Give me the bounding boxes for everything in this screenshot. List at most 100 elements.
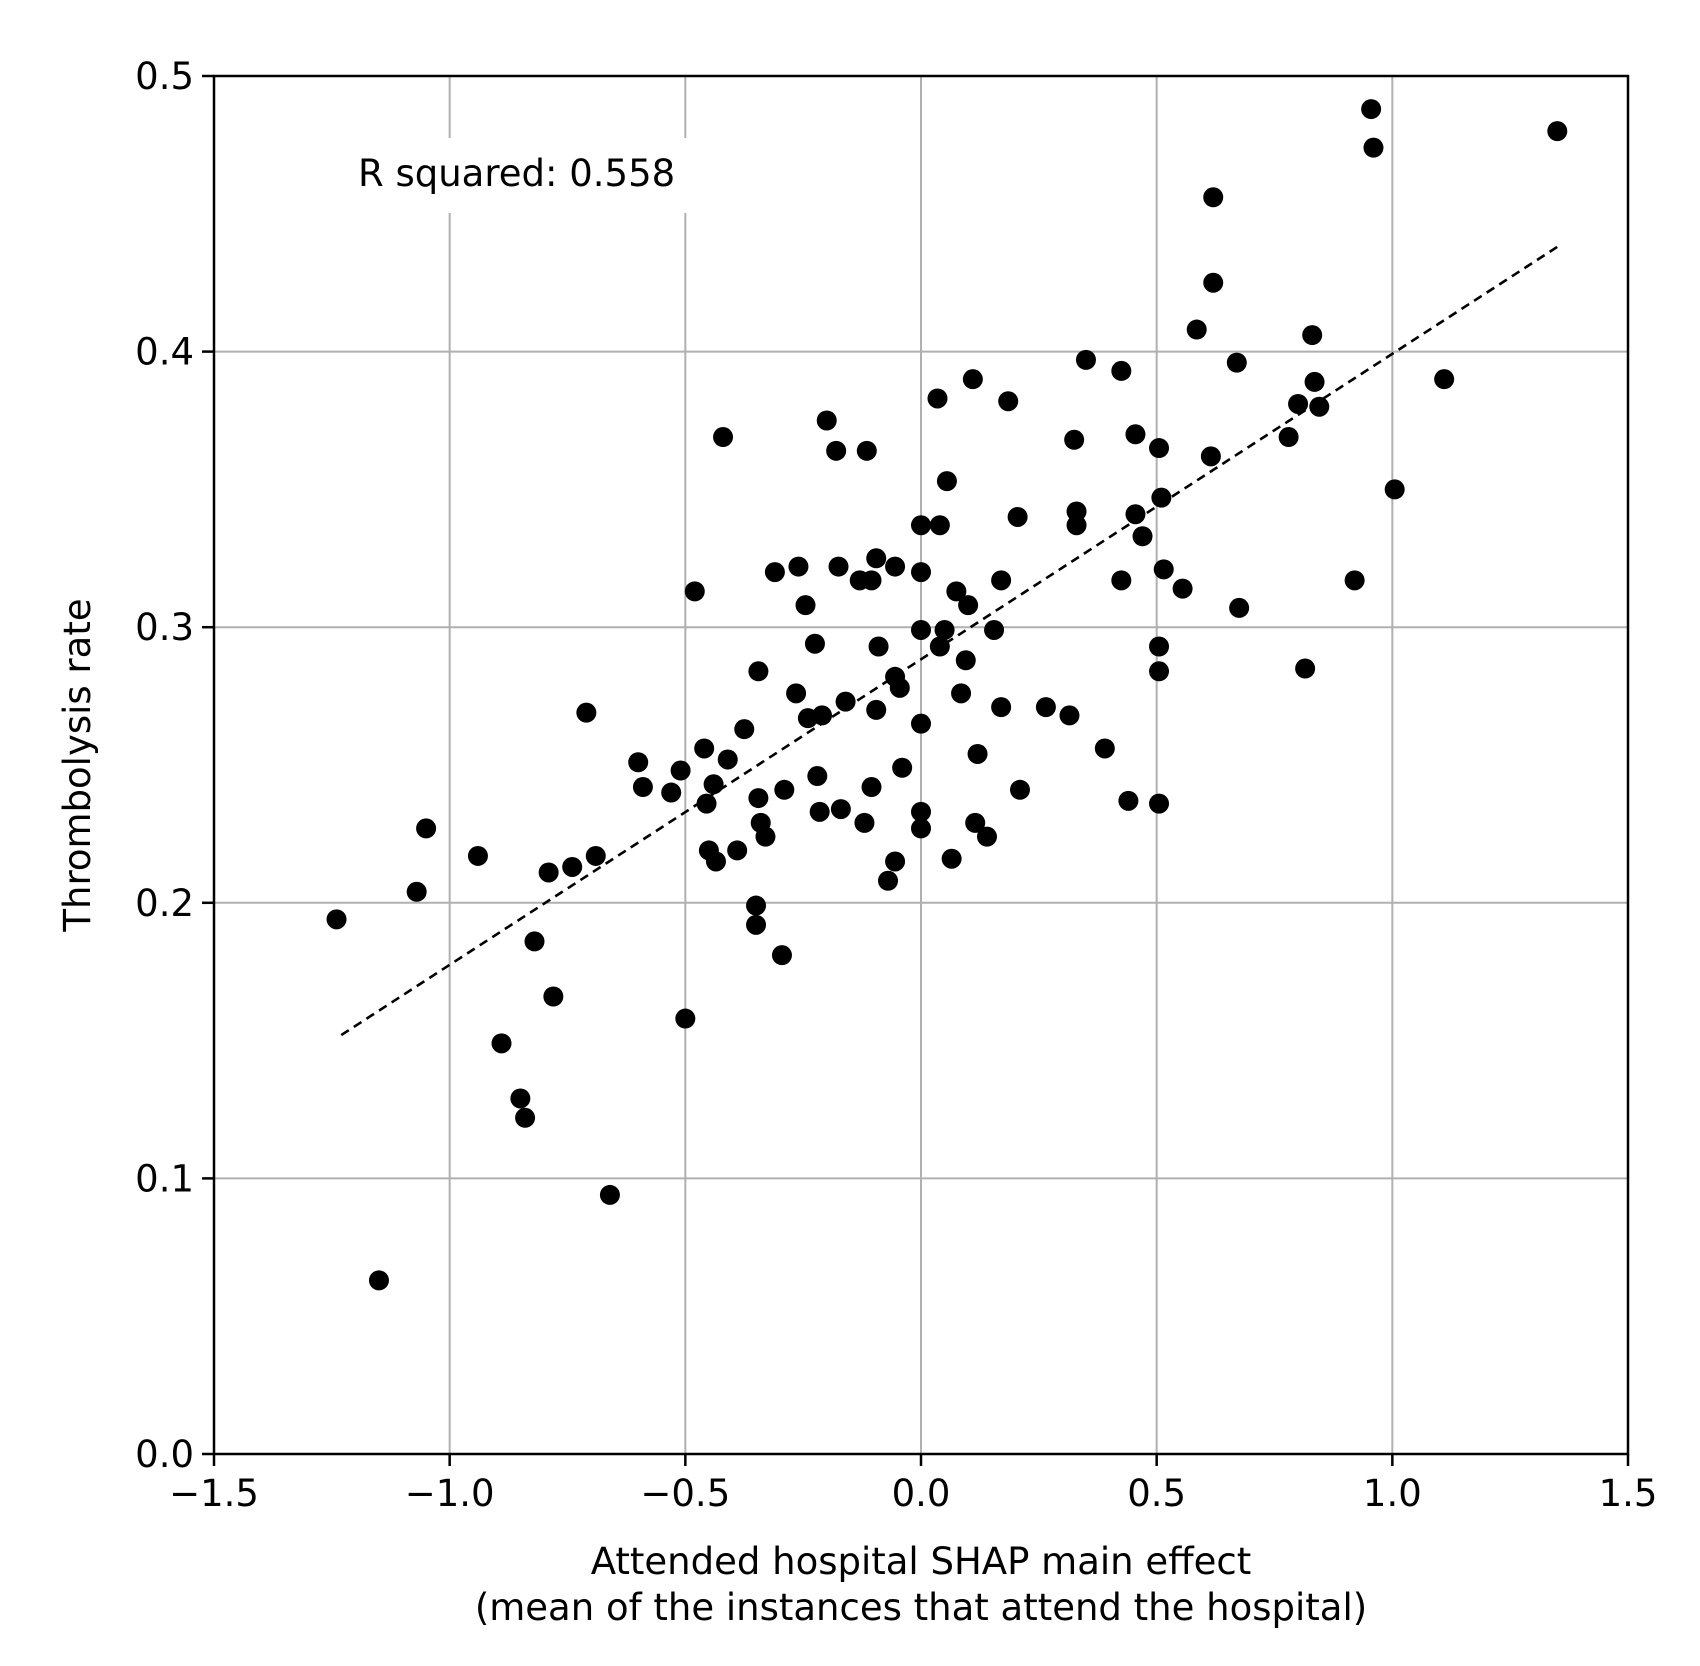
x-tick-label: −1.5 <box>169 1472 259 1515</box>
data-point <box>727 840 748 861</box>
data-point <box>1203 272 1224 293</box>
data-point <box>1384 479 1405 500</box>
data-point <box>795 595 816 616</box>
data-point <box>889 677 910 698</box>
data-point <box>1302 325 1323 346</box>
data-point <box>1288 393 1309 414</box>
data-point <box>958 595 979 616</box>
data-point <box>1125 504 1146 525</box>
data-point <box>991 570 1012 591</box>
y-tick-label: 0.0 <box>135 1433 194 1476</box>
data-point <box>406 881 427 902</box>
data-point <box>696 793 717 814</box>
data-point <box>1186 319 1207 340</box>
data-point <box>1149 636 1170 657</box>
data-point <box>675 1008 696 1029</box>
data-point <box>543 986 564 1007</box>
y-axis-ticks: 0.0 0.1 0.2 0.3 0.4 0.5 <box>135 55 214 1476</box>
data-point <box>967 743 988 764</box>
data-point <box>1064 429 1085 450</box>
data-point <box>788 556 809 577</box>
data-point <box>804 633 825 654</box>
data-point <box>1149 661 1170 682</box>
data-point <box>1059 705 1080 726</box>
y-axis-label: Thrombolysis rate <box>56 598 99 932</box>
data-point <box>1066 501 1087 522</box>
data-point <box>491 1033 512 1054</box>
x-tick-label: 1.0 <box>1363 1472 1422 1515</box>
fit-line-group <box>340 245 1559 1037</box>
data-point <box>911 713 931 734</box>
data-point <box>1361 99 1382 120</box>
data-point <box>911 515 931 536</box>
x-axis-label-line2: (mean of the instances that attend the h… <box>475 1586 1367 1629</box>
data-point <box>368 1270 389 1291</box>
y-tick-label: 0.5 <box>135 55 194 98</box>
x-tick-label: 0.0 <box>892 1472 951 1515</box>
annotation-box <box>340 138 725 213</box>
data-point <box>1153 559 1174 580</box>
data-point <box>941 848 962 869</box>
y-tick-label: 0.2 <box>135 882 194 925</box>
data-point <box>878 870 899 891</box>
data-point <box>861 570 882 591</box>
data-point <box>991 697 1012 718</box>
data-point <box>911 801 931 822</box>
data-point <box>1009 779 1030 800</box>
data-point <box>998 391 1019 412</box>
data-point <box>599 1184 620 1205</box>
data-point <box>1151 487 1172 508</box>
data-point <box>661 782 682 803</box>
data-point <box>774 779 795 800</box>
data-point <box>585 845 606 866</box>
data-point <box>717 749 738 770</box>
data-point <box>628 752 649 773</box>
x-tick-label: −1.0 <box>405 1472 495 1515</box>
data-point <box>764 562 785 583</box>
data-point <box>1229 597 1250 618</box>
data-point <box>1203 187 1224 208</box>
x-tick-label: −0.5 <box>640 1472 730 1515</box>
data-point <box>1007 506 1028 527</box>
r-squared-annotation: R squared: 0.558 <box>358 152 675 195</box>
data-point <box>694 738 715 759</box>
data-point <box>984 619 1005 640</box>
data-point <box>734 719 755 740</box>
data-point <box>835 691 856 712</box>
data-point <box>809 801 830 822</box>
data-point <box>807 766 828 787</box>
data-point <box>911 619 931 640</box>
data-point <box>746 914 767 935</box>
data-point <box>866 548 887 569</box>
data-point <box>946 581 967 602</box>
data-point <box>955 650 976 671</box>
data-point <box>1149 793 1170 814</box>
y-tick-label: 0.3 <box>135 606 194 649</box>
data-point <box>885 556 906 577</box>
data-point <box>929 515 950 536</box>
data-point <box>1111 360 1132 381</box>
data-point <box>1132 526 1153 547</box>
data-point <box>812 705 833 726</box>
data-point <box>684 581 705 602</box>
data-point <box>1075 349 1096 370</box>
fit-line <box>340 245 1559 1037</box>
data-point <box>826 440 847 461</box>
data-point <box>1434 369 1455 390</box>
data-point <box>911 818 931 839</box>
data-point <box>976 826 997 847</box>
x-tick-label: 0.5 <box>1127 1472 1186 1515</box>
data-point <box>936 471 957 492</box>
data-point <box>632 777 653 798</box>
data-point <box>326 909 347 930</box>
data-point <box>828 556 849 577</box>
data-point <box>538 862 559 883</box>
data-point <box>911 562 931 583</box>
data-point <box>1066 515 1087 536</box>
data-point <box>703 774 724 795</box>
data-point <box>416 818 437 839</box>
data-point <box>670 760 691 781</box>
data-point <box>1200 446 1221 467</box>
